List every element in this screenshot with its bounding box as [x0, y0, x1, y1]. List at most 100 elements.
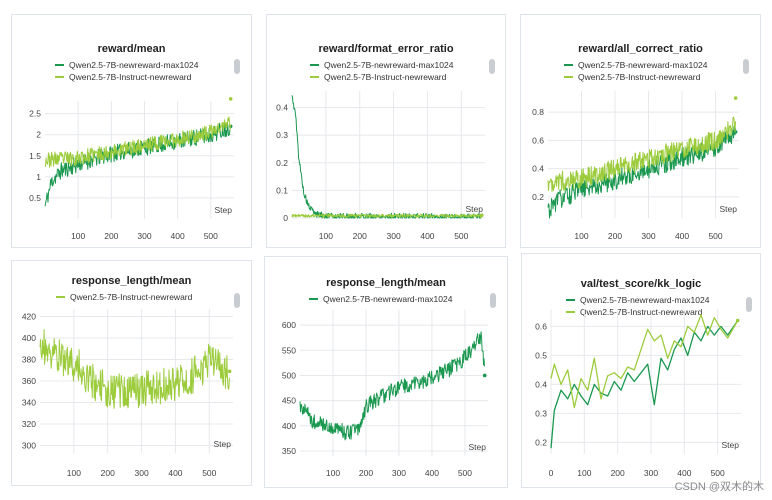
chart-legend: Qwen2.5-7B-newreward-max1024: [309, 293, 452, 305]
legend-label: Qwen2.5-7B-newreward-max1024: [578, 60, 708, 70]
chart-title: response_length/mean: [326, 277, 446, 289]
legend-label: Qwen2.5-7B-newreward-max1024: [324, 60, 454, 70]
y-tick-label: 340: [22, 397, 36, 407]
chart-legend: Qwen2.5-7B-Instruct-newreward: [56, 291, 192, 303]
x-tick-label: 200: [104, 231, 118, 241]
x-tick-label: 400: [425, 468, 439, 478]
chart-svg: 0.5 1 1.5 2 2.5 100 200 300 400 500 Step: [29, 97, 234, 241]
chart-legend: Qwen2.5-7B-newreward-max1024 Qwen2.5-7B-I…: [55, 59, 198, 83]
legend-swatch: [55, 76, 64, 78]
x-tick-label: 100: [319, 231, 333, 241]
legend-swatch: [564, 76, 573, 78]
y-tick-label: 0.3: [535, 408, 547, 418]
y-tick-label: 500: [282, 370, 296, 380]
legend-label: Qwen2.5-7B-newreward-max1024: [580, 295, 710, 305]
y-tick-label: 550: [282, 345, 296, 355]
legend-item[interactable]: Qwen2.5-7B-newreward-max1024: [564, 59, 707, 71]
y-tick-label: 600: [282, 320, 296, 330]
x-tick-label: 400: [420, 231, 434, 241]
y-tick-label: 0.2: [532, 192, 544, 202]
legend-swatch: [55, 64, 64, 66]
y-tick-label: 0.5: [29, 193, 41, 203]
series-line[interactable]: [547, 116, 736, 193]
series-line[interactable]: [44, 116, 231, 168]
legend-item[interactable]: Qwen2.5-7B-newreward-max1024: [55, 59, 198, 71]
watermark: CSDN @双木的木: [674, 481, 764, 493]
x-tick-label: 200: [611, 468, 625, 478]
x-axis-label: Step: [722, 440, 740, 450]
chart-panel-response-length-max1024: response_length/mean Qwen2.5-7B-newreward…: [264, 256, 508, 488]
series-end-marker: [733, 96, 738, 100]
chart-panel-all-correct-ratio: reward/all_correct_ratio Qwen2.5-7B-newre…: [520, 14, 761, 248]
y-tick-label: 1: [36, 172, 41, 182]
legend-label: Qwen2.5-7B-newreward-max1024: [69, 60, 199, 70]
series-line[interactable]: [291, 95, 482, 219]
legend-swatch: [566, 299, 575, 301]
series-end-marker: [227, 369, 232, 374]
y-tick-label: 0.6: [532, 135, 544, 145]
y-tick-label: 0.4: [535, 379, 547, 389]
series-end-marker: [228, 97, 233, 101]
series-line[interactable]: [550, 320, 739, 449]
y-tick-label: 0.2: [535, 437, 547, 447]
x-tick-label: 300: [137, 231, 151, 241]
x-tick-label: 300: [134, 468, 148, 478]
legend-label: Qwen2.5-7B-Instruct-newreward: [70, 292, 193, 302]
legend-scrollbar[interactable]: [746, 297, 752, 312]
legend-item[interactable]: Qwen2.5-7B-newreward-max1024: [310, 59, 453, 71]
x-tick-label: 400: [171, 231, 185, 241]
legend-swatch: [309, 298, 318, 300]
x-tick-label: 500: [202, 468, 216, 478]
y-tick-label: 450: [282, 396, 296, 406]
y-tick-label: 2: [36, 130, 41, 140]
legend-swatch: [566, 311, 575, 313]
legend-swatch: [310, 76, 319, 78]
legend-scrollbar[interactable]: [490, 293, 496, 308]
x-tick-label: 100: [326, 468, 340, 478]
legend-scrollbar[interactable]: [234, 59, 240, 74]
x-tick-label: 0: [549, 468, 554, 478]
series-line[interactable]: [550, 314, 739, 409]
y-tick-label: 400: [22, 333, 36, 343]
series-line[interactable]: [291, 213, 482, 218]
series-line[interactable]: [299, 331, 485, 441]
y-tick-label: 0.5: [535, 350, 547, 360]
chart-title: reward/all_correct_ratio: [578, 43, 703, 55]
legend-item[interactable]: Qwen2.5-7B-Instruct-newreward: [55, 71, 198, 83]
series-end-marker: [479, 213, 484, 218]
legend-scrollbar[interactable]: [234, 293, 240, 308]
x-tick-label: 200: [353, 231, 367, 241]
legend-label: Qwen2.5-7B-Instruct-newreward: [324, 72, 447, 82]
chart-svg: 300 320 340 360 380 400 420 100 200 300 400 500 Step: [22, 309, 233, 478]
legend-scrollbar[interactable]: [743, 59, 749, 74]
y-tick-label: 300: [22, 440, 36, 450]
x-tick-label: 500: [204, 231, 218, 241]
x-tick-label: 100: [574, 231, 588, 241]
legend-label: Qwen2.5-7B-Instruct-newreward: [578, 72, 701, 82]
x-tick-label: 200: [608, 231, 622, 241]
y-tick-label: 0.8: [532, 107, 544, 117]
y-tick-label: 320: [22, 419, 36, 429]
legend-swatch: [310, 64, 319, 66]
legend-item[interactable]: Qwen2.5-7B-Instruct-newreward: [566, 306, 709, 318]
x-tick-label: 400: [168, 468, 182, 478]
legend-label: Qwen2.5-7B-Instruct-newreward: [69, 72, 192, 82]
legend-item[interactable]: Qwen2.5-7B-Instruct-newreward: [310, 71, 453, 83]
x-tick-label: 500: [708, 231, 722, 241]
x-axis-label: Step: [469, 442, 487, 452]
series-end-marker: [735, 318, 740, 323]
x-tick-label: 200: [101, 468, 115, 478]
series-line[interactable]: [547, 125, 736, 219]
legend-item[interactable]: Qwen2.5-7B-Instruct-newreward: [564, 71, 707, 83]
x-tick-label: 300: [392, 468, 406, 478]
chart-svg: 350 400 450 500 550 600 100 200 300 400 500 Step: [282, 310, 488, 478]
series-line[interactable]: [39, 329, 230, 409]
legend-item[interactable]: Qwen2.5-7B-newreward-max1024: [566, 294, 709, 306]
legend-item[interactable]: Qwen2.5-7B-Instruct-newreward: [56, 291, 192, 303]
chart-svg: 0.2 0.4 0.6 0.8 100 200 300 400 500 Step: [532, 91, 739, 241]
legend-item[interactable]: Qwen2.5-7B-newreward-max1024: [309, 293, 452, 305]
x-axis-label: Step: [214, 439, 232, 449]
y-tick-label: 400: [282, 421, 296, 431]
x-tick-label: 300: [641, 231, 655, 241]
legend-scrollbar[interactable]: [489, 59, 495, 74]
